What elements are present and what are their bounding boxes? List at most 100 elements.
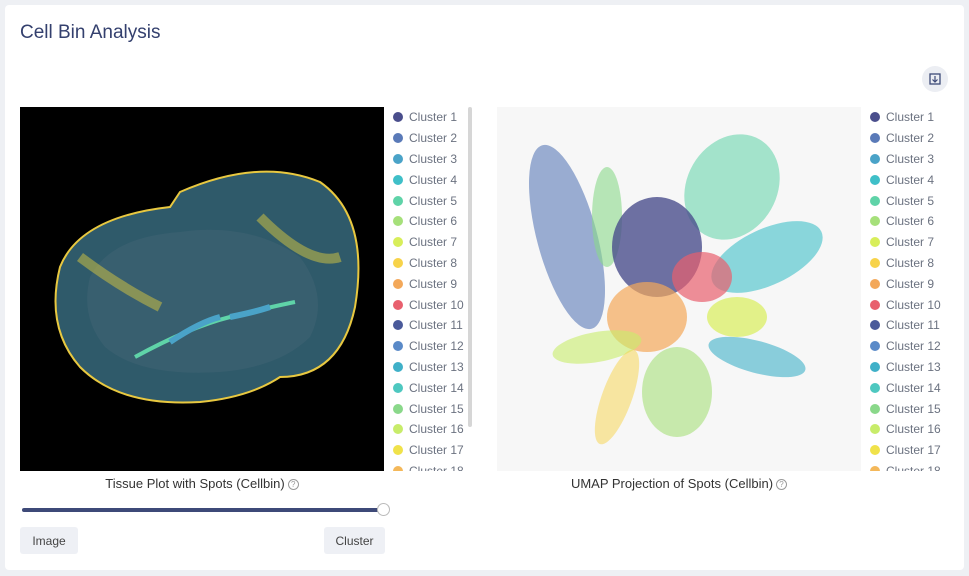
- legend-label: Cluster 12: [886, 339, 941, 354]
- legend-swatch: [393, 174, 403, 185]
- legend-item[interactable]: Cluster 3: [393, 149, 473, 170]
- legend: Cluster 1 Cluster 2 Cluster 3 Cluster 4 Clus…: [870, 107, 950, 471]
- legend-item[interactable]: Cluster 13: [870, 357, 950, 378]
- legend-label: Cluster 13: [886, 359, 941, 374]
- legend-item[interactable]: Cluster 6: [870, 211, 950, 232]
- legend-label: Cluster 3: [409, 151, 458, 166]
- legend-item[interactable]: Cluster 12: [393, 336, 473, 357]
- legend-label: Cluster 4: [886, 172, 935, 187]
- legend-item[interactable]: Cluster 9: [870, 273, 950, 294]
- legend-label: Cluster 5: [409, 193, 458, 208]
- legend-swatch: [870, 278, 880, 289]
- slider-track[interactable]: [22, 508, 383, 512]
- legend-item[interactable]: Cluster 1: [393, 107, 473, 128]
- legend-swatch: [870, 216, 880, 227]
- legend-swatch: [393, 403, 403, 414]
- legend-swatch: [393, 133, 403, 144]
- legend-item[interactable]: Cluster 5: [870, 190, 950, 211]
- legend-swatch: [870, 174, 880, 185]
- legend-item[interactable]: Cluster 5: [393, 190, 473, 211]
- legend-item[interactable]: Cluster 14: [393, 377, 473, 398]
- legend-item[interactable]: Cluster 7: [393, 232, 473, 253]
- legend-item[interactable]: Cluster 4: [393, 169, 473, 190]
- legend-item[interactable]: Cluster 4: [870, 169, 950, 190]
- legend-item[interactable]: Cluster 2: [870, 128, 950, 149]
- legend-label: Cluster 1: [886, 110, 935, 125]
- legend-label: Cluster 9: [409, 276, 458, 291]
- legend-label: Cluster 7: [409, 235, 458, 250]
- legend-item[interactable]: Cluster 17: [393, 440, 473, 461]
- legend-label: Cluster 3: [886, 151, 935, 166]
- legend-label: Cluster 1: [409, 110, 458, 125]
- legend-item[interactable]: Cluster 16: [393, 419, 473, 440]
- legend-label: Cluster 11: [886, 318, 940, 333]
- legend-item[interactable]: Cluster 8: [393, 253, 473, 274]
- legend-item[interactable]: Cluster 17: [870, 440, 950, 461]
- scrollbar[interactable]: [468, 107, 472, 427]
- tissue-image: [54, 170, 360, 404]
- legend-item[interactable]: Cluster 1: [870, 107, 950, 128]
- legend-item[interactable]: Cluster 9: [393, 273, 473, 294]
- legend-label: Cluster 18: [409, 463, 464, 471]
- legend-label: Cluster 12: [409, 339, 464, 354]
- legend-item[interactable]: Cluster 11: [393, 315, 473, 336]
- legend-swatch: [870, 341, 880, 352]
- legend-swatch: [393, 257, 403, 268]
- legend-label: Cluster 2: [886, 131, 935, 146]
- legend-label: Cluster 10: [886, 297, 941, 312]
- legend-swatch: [870, 133, 880, 144]
- umap-plot: [497, 107, 861, 471]
- legend-label: Cluster 2: [409, 131, 458, 146]
- legend-item[interactable]: Cluster 18: [393, 461, 473, 471]
- legend-label: Cluster 11: [409, 318, 463, 333]
- legend-swatch: [870, 299, 880, 310]
- legend-label: Cluster 16: [886, 422, 941, 437]
- legend-item[interactable]: Cluster 15: [393, 398, 473, 419]
- caption-text: UMAP Projection of Spots (Cellbin): [570, 476, 774, 491]
- legend-item[interactable]: Cluster 8: [870, 253, 950, 274]
- legend-item[interactable]: Cluster 13: [393, 357, 473, 378]
- legend-label: Cluster 17: [409, 443, 464, 458]
- download-button[interactable]: [922, 66, 948, 92]
- legend-swatch: [870, 153, 880, 164]
- legend-swatch: [870, 465, 880, 471]
- help-icon[interactable]: ?: [287, 479, 299, 490]
- legend-label: Cluster 4: [409, 172, 458, 187]
- legend-swatch: [393, 424, 403, 435]
- legend-item[interactable]: Cluster 12: [870, 336, 950, 357]
- legend-item[interactable]: Cluster 18: [870, 461, 950, 471]
- legend-label: Cluster 13: [409, 359, 464, 374]
- image-button[interactable]: Image: [20, 527, 78, 554]
- umap-image: [528, 134, 823, 445]
- legend-item[interactable]: Cluster 16: [870, 419, 950, 440]
- legend-item[interactable]: Cluster 7: [870, 232, 950, 253]
- legend-label: Cluster 14: [886, 380, 941, 395]
- legend-item[interactable]: Cluster 11: [870, 315, 950, 336]
- legend-swatch: [870, 195, 880, 206]
- legend-swatch: [870, 445, 880, 456]
- legend-label: Cluster 9: [886, 276, 935, 291]
- legend-item[interactable]: Cluster 10: [870, 294, 950, 315]
- legend-item[interactable]: Cluster 14: [870, 377, 950, 398]
- caption-text: Tissue Plot with Spots (Cellbin): [105, 476, 285, 491]
- caption: UMAP Projection of Spots (Cellbin)?: [497, 476, 861, 491]
- legend-item[interactable]: Cluster 15: [870, 398, 950, 419]
- legend-item[interactable]: Cluster 3: [870, 149, 950, 170]
- legend-label: Cluster 5: [886, 193, 935, 208]
- legend-item[interactable]: Cluster 2: [393, 128, 473, 149]
- legend-swatch: [393, 445, 403, 456]
- legend-item[interactable]: Cluster 6: [393, 211, 473, 232]
- help-icon[interactable]: ?: [776, 479, 788, 490]
- card: Cell Bin Analysis Cluster 1 Cluster 2 Clus…: [5, 5, 964, 570]
- legend-swatch: [393, 278, 403, 289]
- cluster-button[interactable]: Cluster: [324, 527, 385, 554]
- legend-swatch: [393, 237, 403, 248]
- slider-thumb[interactable]: [377, 503, 390, 516]
- legend-swatch: [393, 465, 403, 471]
- legend-swatch: [393, 382, 403, 393]
- legend-swatch: [393, 195, 403, 206]
- legend-label: Cluster 8: [886, 255, 935, 270]
- legend-swatch: [870, 424, 880, 435]
- legend-item[interactable]: Cluster 10: [393, 294, 473, 315]
- legend-label: Cluster 10: [409, 297, 464, 312]
